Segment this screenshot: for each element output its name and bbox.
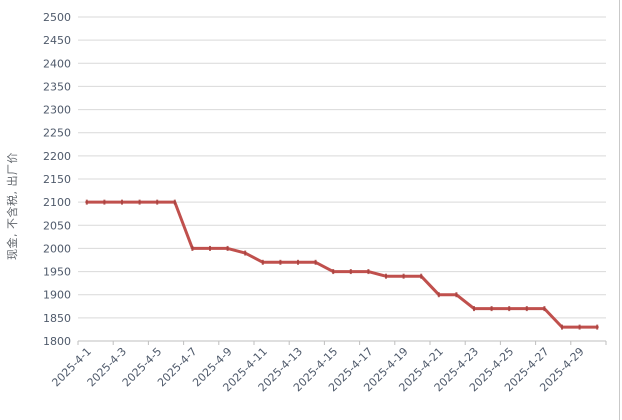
y-tick-label: 2150 — [43, 173, 71, 186]
y-tick-label: 2250 — [43, 127, 71, 140]
y-tick-label: 1800 — [43, 335, 71, 348]
y-tick-label: 1850 — [43, 312, 71, 325]
y-tick-label: 2000 — [43, 242, 71, 255]
y-tick-label: 2350 — [43, 80, 71, 93]
y-tick-label: 2450 — [43, 34, 71, 47]
y-tick-label: 2400 — [43, 57, 71, 70]
price-line — [85, 200, 599, 329]
y-tick-label: 1900 — [43, 289, 71, 302]
y-tick-label: 2500 — [43, 11, 71, 24]
y-tick-label: 1950 — [43, 266, 71, 279]
y-tick-label: 2050 — [43, 219, 71, 232]
y-tick-label: 2200 — [43, 150, 71, 163]
y-tick-label: 2300 — [43, 104, 71, 117]
y-tick-label: 2100 — [43, 196, 71, 209]
